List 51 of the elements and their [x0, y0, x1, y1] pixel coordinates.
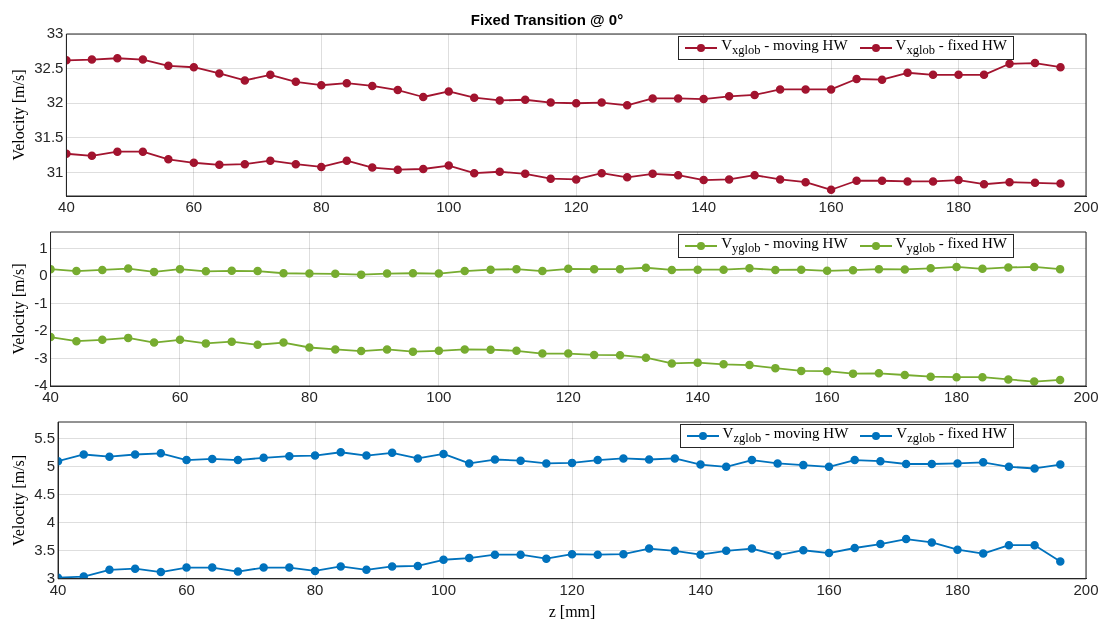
- y-tick-label: 32.5: [34, 58, 64, 76]
- x-tick-label: 160: [816, 580, 842, 598]
- x-tick-label: 60: [171, 388, 189, 406]
- legend-label: V$_{xglob}$ - fixed HW: [895, 37, 1007, 59]
- x-tick-label: 80: [312, 198, 330, 216]
- y-axis-title: Velocity [m/s]: [9, 454, 28, 546]
- x-tick-label: 100: [431, 580, 457, 598]
- x-tick-label: 140: [691, 198, 717, 216]
- y-tick-label: -1: [34, 293, 48, 311]
- x-tick-label: 60: [185, 198, 203, 216]
- legend-label: V$_{zglob}$ - moving HW: [722, 425, 849, 447]
- y-tick-label: 3.5: [34, 540, 56, 558]
- x-tick-label: 200: [1073, 198, 1099, 216]
- x-tick-label: 180: [946, 198, 972, 216]
- y-tick-label: 1: [39, 238, 48, 256]
- x-tick-label: 180: [944, 580, 971, 598]
- x-tick-label: 80: [301, 388, 318, 406]
- x-tick-label: 160: [814, 388, 840, 406]
- x-tick-label: 140: [688, 580, 714, 598]
- y-tick-label: 0: [39, 266, 48, 284]
- x-tick-label: 80: [306, 580, 324, 598]
- x-tick-label: 200: [1073, 580, 1099, 598]
- y-tick-label: -3: [34, 348, 48, 366]
- legend-label: V$_{zglob}$ - fixed HW: [896, 425, 1007, 447]
- legend-label: V$_{xglob}$ - moving HW: [721, 37, 848, 59]
- x-tick-label: 120: [559, 580, 585, 598]
- x-tick-label: 100: [436, 198, 462, 216]
- y-axis-title: Velocity [m/s]: [9, 263, 28, 355]
- x-tick-label: 60: [178, 580, 195, 598]
- x-tick-label: 200: [1073, 388, 1099, 406]
- y-tick-label: 5: [46, 456, 56, 474]
- y-tick-label: 32: [46, 93, 64, 111]
- y-tick-label: 4: [46, 512, 56, 530]
- x-tick-label: 120: [555, 388, 581, 406]
- x-tick-label: 180: [944, 388, 970, 406]
- y-tick-label: -2: [34, 321, 48, 339]
- y-tick-label: 33: [46, 24, 64, 42]
- x-axis-title: z [mm]: [548, 602, 596, 620]
- y-axis-title: Velocity [m/s]: [9, 69, 28, 161]
- legend-label: V$_{yglob}$ - fixed HW: [895, 235, 1007, 257]
- y-tick-label: 31.5: [34, 127, 64, 145]
- x-tick-label: 160: [818, 198, 844, 216]
- legend-label: V$_{yglob}$ - moving HW: [721, 235, 848, 257]
- y-tick-label: 31: [46, 162, 64, 180]
- y-tick-label: 4.5: [34, 484, 56, 502]
- x-tick-label: 120: [563, 198, 589, 216]
- x-tick-label: 40: [58, 198, 75, 216]
- y-tick-label: 5.5: [34, 428, 56, 446]
- x-tick-label: 100: [426, 388, 452, 406]
- chart-title: Fixed Transition @ 0°: [470, 11, 624, 29]
- x-tick-label: 140: [685, 388, 711, 406]
